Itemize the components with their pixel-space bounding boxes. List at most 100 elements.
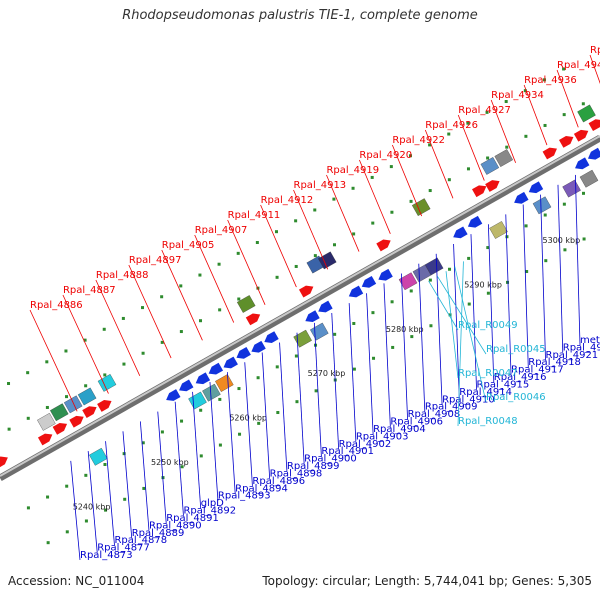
reverse-gene-shape (236, 346, 251, 359)
bottom-gene-label: Rpal_4891 (166, 513, 219, 524)
forward-gene-shape (37, 433, 53, 446)
tick-dot (525, 270, 529, 274)
rna-gene-label: Rpal_R0047 (458, 368, 518, 379)
forward-gene (376, 239, 391, 252)
bottom-gene-label: Rpal_4877 (97, 543, 150, 554)
tick-dot (102, 327, 106, 331)
rna-gene-label: Rpal_R0045 (486, 344, 546, 355)
tick-dot (217, 262, 221, 266)
tick-dot (122, 452, 126, 456)
bottom-gene-label: Rpal_4910 (442, 394, 495, 405)
tick-dot (142, 486, 146, 490)
bottom-gene-label-leader (209, 381, 219, 501)
tick-dot (428, 278, 432, 282)
top-gene-label-leader (227, 219, 266, 305)
colored-gene-box (577, 104, 596, 123)
top-gene-label-leader (391, 144, 423, 217)
colored-gene-box-shape (411, 198, 431, 217)
tick-dot (371, 221, 375, 225)
tick-dot (141, 441, 145, 445)
top-gene-label: Rpal_4934 (491, 90, 544, 101)
top-gene-label-leader (29, 309, 78, 412)
bottom-gene-label-leader (139, 421, 150, 531)
top-gene-label: Rpal_4897 (129, 255, 182, 266)
forward-gene (298, 285, 314, 298)
tick-dot (352, 232, 356, 236)
top-gene-label: Rpal_4911 (228, 210, 281, 221)
tick-dot (371, 311, 375, 315)
tick-dot (46, 495, 50, 499)
colored-gene-box (89, 447, 108, 466)
top-gene-label-leader (523, 84, 548, 146)
top-gene-label-leader (128, 264, 172, 359)
forward-gene-shape (245, 313, 261, 326)
reverse-gene (528, 181, 544, 194)
top-gene-label-leader (260, 204, 297, 288)
tick-dot (65, 395, 69, 399)
tick-dot (104, 508, 108, 512)
tick-dot (429, 324, 433, 328)
top-gene-label: Rpal_4887 (63, 285, 116, 296)
bottom-gene-label: Rpal_4921 (546, 350, 599, 361)
tick-dot (562, 113, 566, 117)
tick-dot (466, 167, 470, 171)
colored-gene-box-shape (293, 329, 312, 348)
bottom-gene-label: Rpal_4908 (408, 409, 461, 420)
kbp-marker: 5280 kbp (386, 325, 424, 334)
bottom-gene-label: Rpal_4878 (114, 535, 167, 546)
tick-dot (198, 273, 202, 277)
tick-dot (141, 306, 145, 310)
bottom-gene-label-leader (122, 431, 133, 538)
bottom-gene-label-leader (192, 391, 202, 509)
bottom-gene-label-leader (261, 352, 271, 479)
tick-dot (295, 400, 299, 404)
tick-dot (410, 335, 414, 339)
tick-dot (544, 259, 548, 263)
reverse-gene (514, 191, 529, 204)
forward-gene (82, 406, 97, 418)
tick-dot (160, 295, 164, 299)
tick-dot (199, 454, 203, 458)
bottom-gene-label-leader (383, 283, 391, 427)
tick-dot (543, 123, 547, 127)
tick-dot (180, 465, 184, 469)
bottom-gene-label: Rpal_4873 (80, 550, 133, 561)
bottom-gene-label-leader (331, 312, 340, 449)
bottom-gene-label-leader (87, 450, 98, 553)
forward-gene (542, 147, 557, 160)
tick-dot (45, 360, 49, 364)
colored-gene-box-shape (577, 104, 596, 123)
reverse-gene (179, 379, 194, 392)
bottom-gene-label: metX (580, 335, 600, 346)
colored-gene-box (562, 179, 581, 198)
tick-dot (313, 254, 317, 258)
colored-gene-box-shape (579, 169, 599, 188)
bottom-gene-label-leader (557, 184, 564, 353)
bottom-gene-label-leader (70, 460, 81, 561)
tick-dot (370, 175, 374, 179)
bottom-gene-label: Rpal_4903 (356, 431, 409, 442)
forward-gene (588, 119, 600, 132)
tick-dot (218, 397, 222, 401)
bottom-gene-label-leader (105, 441, 115, 546)
bottom-gene-label: Rpal_4901 (321, 446, 374, 457)
bottom-gene-label: Rpal_4923 (563, 342, 600, 353)
tick-dot (65, 484, 69, 488)
colored-gene-box (188, 391, 207, 410)
tick-dot (45, 405, 49, 409)
reverse-gene (587, 147, 600, 160)
top-gene-label-leader (326, 174, 360, 252)
bottom-gene-label-leader (540, 194, 546, 360)
forward-gene-shape (52, 422, 68, 435)
bottom-gene-label-leader (279, 342, 288, 472)
tick-dot (179, 284, 183, 288)
tick-dot (506, 280, 510, 284)
bottom-gene-label-leader (487, 224, 495, 383)
colored-gene-box-shape (50, 403, 69, 422)
reverse-gene (378, 268, 393, 281)
reverse-gene-shape (361, 275, 377, 288)
tick-dot (65, 530, 69, 534)
top-gene-label: Rpal_4941 (557, 60, 600, 71)
bottom-gene-label-leader (157, 411, 167, 523)
tick-dot (581, 191, 585, 195)
